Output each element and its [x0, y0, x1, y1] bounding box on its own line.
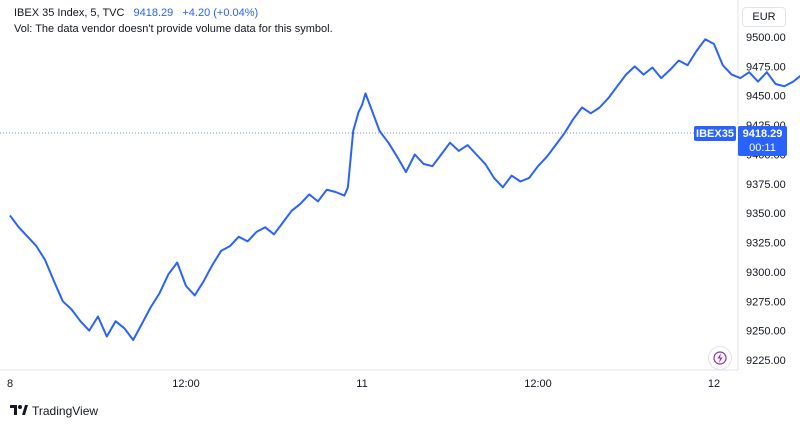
price-tick-label: 9300.00 — [746, 267, 786, 279]
lightning-bolt-icon[interactable] — [708, 346, 732, 370]
legend-volume-note: Vol: The data vendor doesn't provide vol… — [14, 23, 333, 35]
price-tick-label: 9500.00 — [746, 32, 786, 44]
series-line-group — [9, 38, 800, 341]
time-tick-label: 8 — [7, 378, 13, 390]
brand-name: TradingView — [32, 403, 99, 418]
currency-button[interactable]: EUR — [742, 7, 786, 27]
price-axis: 9500.009475.009450.009425.009400.009375.… — [746, 32, 786, 367]
symbol-price-tag: IBEX35 — [694, 126, 736, 141]
price-tick-label: 9275.00 — [746, 296, 786, 308]
price-tick-label: 9250.00 — [746, 326, 786, 338]
price-tick-label: 9225.00 — [746, 355, 786, 367]
price-tick-label: 9350.00 — [746, 208, 786, 220]
last-price-value: 9418.29 — [742, 128, 783, 140]
legend-symbol[interactable]: IBEX 35 Index, 5, TVC — [14, 7, 125, 19]
last-price-tag: 9418.29 00:11 — [738, 126, 787, 156]
legend-price: 9418.29 — [133, 7, 174, 19]
series-line — [9, 38, 800, 341]
price-tick-label: 9375.00 — [746, 179, 786, 191]
tradingview-logo-icon — [10, 403, 28, 418]
time-tick-label: 11 — [356, 378, 367, 390]
time-tick-label: 12:00 — [524, 378, 552, 390]
price-tick-label: 9475.00 — [746, 61, 786, 73]
legend-header: IBEX 35 Index, 5, TVC 9418.29 +4.20 (+0.… — [14, 7, 258, 19]
price-tick-label: 9325.00 — [746, 238, 786, 250]
tradingview-brand[interactable]: TradingView — [10, 403, 98, 418]
bar-countdown: 00:11 — [749, 142, 776, 154]
time-tick-label: 12:00 — [172, 378, 200, 390]
legend-change: +4.20 (+0.04%) — [182, 7, 259, 19]
time-tick-label: 12 — [708, 378, 720, 390]
price-tick-label: 9450.00 — [746, 91, 786, 103]
